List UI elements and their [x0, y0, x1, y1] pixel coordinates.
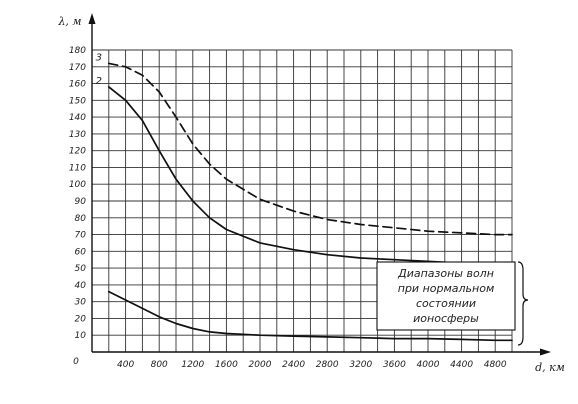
y-tick-label: 50: [75, 264, 87, 274]
legend-line: Диапазоны волн: [397, 267, 494, 280]
y-tick-label: 130: [69, 130, 86, 140]
y-tick-label: 140: [69, 113, 86, 123]
x-tick-label: 400: [117, 360, 134, 370]
legend-line: ионосферы: [413, 312, 479, 325]
y-tick-label: 40: [75, 281, 87, 291]
y-axis-label: λ, м: [57, 15, 81, 28]
x-tick-label: 4000: [417, 360, 440, 370]
x-tick-label: 800: [151, 360, 168, 370]
legend-line: состоянии: [416, 297, 476, 310]
y-tick-label: 150: [69, 96, 86, 106]
y-tick-label: 160: [69, 80, 86, 90]
x-tick-label: 1600: [215, 360, 238, 370]
y-tick-label: 110: [69, 163, 86, 173]
x-tick-label: 2000: [249, 360, 272, 370]
x-tick-label: 4400: [450, 360, 473, 370]
x-tick-label: 1200: [181, 360, 204, 370]
y-tick-label: 100: [69, 180, 86, 190]
x-axis-label: d, км: [535, 361, 565, 374]
series-label-1: 3: [96, 52, 102, 63]
y-tick-label: 20: [75, 314, 87, 324]
x-tick-label: 4800: [484, 360, 507, 370]
x-tick-label: 2400: [282, 360, 305, 370]
y-tick-label: 70: [75, 231, 87, 241]
y-tick-label: 90: [75, 197, 87, 207]
x-tick-label: 3600: [383, 360, 406, 370]
y-tick-label: 120: [69, 147, 86, 157]
series-line-3: [107, 290, 513, 342]
y-tick-label: 80: [75, 214, 87, 224]
legend-line: при нормальном: [398, 282, 495, 295]
x-tick-label: 2800: [316, 360, 339, 370]
y-tick-label: 170: [69, 63, 86, 73]
origin-label: 0: [73, 357, 79, 367]
series-label-2: 2: [96, 76, 102, 87]
y-tick-label: 180: [69, 46, 86, 56]
y-tick-label: 30: [75, 298, 87, 308]
legend-brace: [517, 261, 529, 346]
x-axis-arrow: [540, 348, 551, 356]
y-tick-label: 60: [75, 247, 87, 257]
x-tick-label: 3200: [349, 360, 372, 370]
series-line-1: [107, 62, 513, 236]
y-tick-label: 10: [75, 331, 87, 341]
legend-box: [376, 261, 516, 331]
y-axis-arrow: [88, 13, 96, 24]
